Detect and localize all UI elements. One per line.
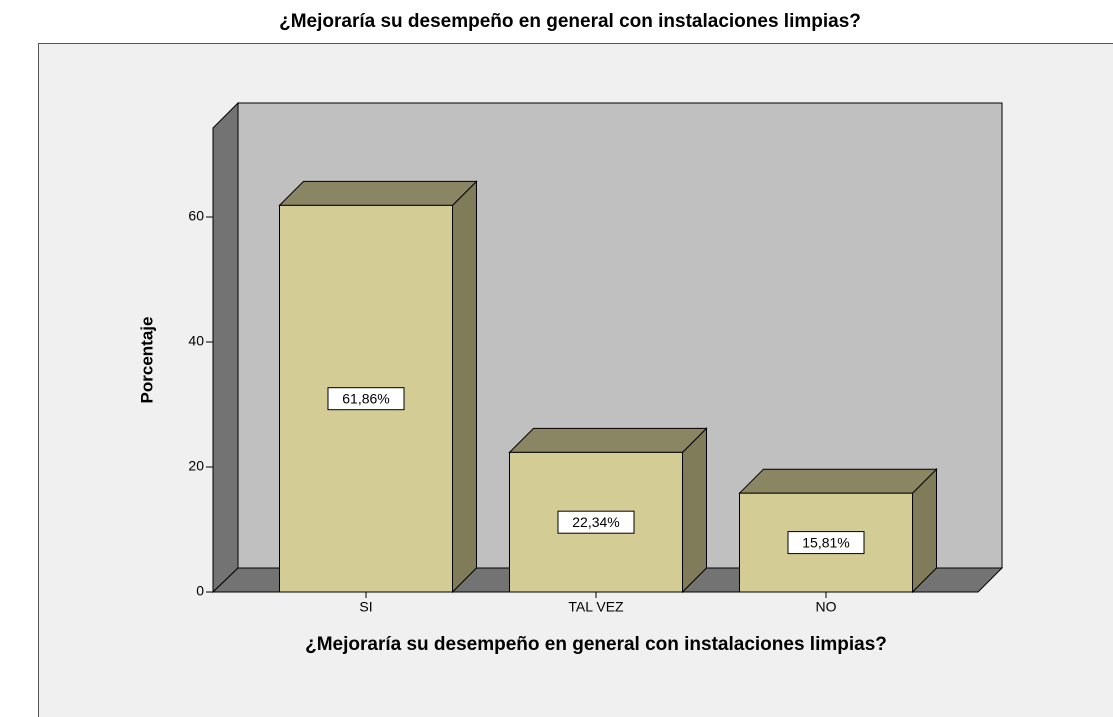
x-tick-label: SI <box>359 599 372 615</box>
side-wall <box>212 101 239 594</box>
y-tick-label: 40 <box>188 333 204 349</box>
y-tick-label: 60 <box>188 208 204 224</box>
y-tick-label: 0 <box>196 583 204 599</box>
bar-side <box>682 427 707 594</box>
chart-title: ¿Mejoraría su desempeño en general con i… <box>279 11 861 32</box>
x-tick-label: NO <box>816 599 837 615</box>
value-label: 61,86% <box>342 390 389 406</box>
value-label: 22,34% <box>572 514 619 530</box>
value-label: 15,81% <box>802 534 849 550</box>
value-label-box <box>327 387 405 411</box>
x-axis-title: ¿Mejoraría su desempeño en general con i… <box>305 634 887 655</box>
bar-top <box>508 427 708 453</box>
y-tick-label: 20 <box>188 458 204 474</box>
bar-top <box>738 468 938 494</box>
value-label-box <box>787 531 865 555</box>
value-label-box <box>557 510 635 534</box>
x-tick-label: TAL VEZ <box>568 599 624 615</box>
bar-side <box>452 180 477 594</box>
y-axis-title: Porcentaje <box>137 317 156 404</box>
bar-top <box>278 180 478 206</box>
